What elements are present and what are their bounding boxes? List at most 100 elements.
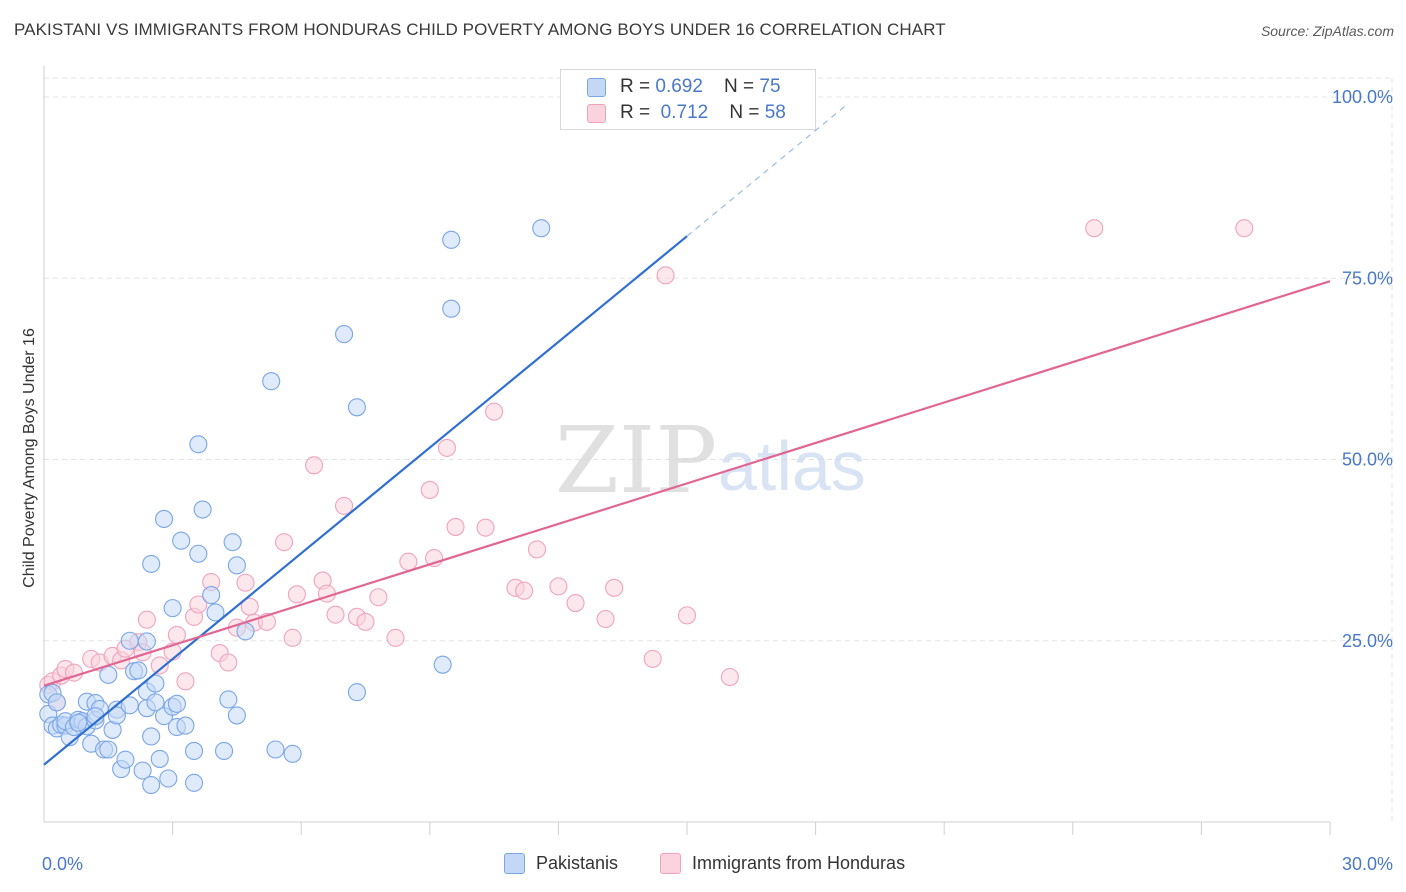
data-point [656, 266, 675, 285]
data-point [142, 775, 161, 795]
data-point [335, 325, 354, 344]
data-point [1085, 219, 1104, 238]
data-point [283, 744, 302, 763]
data-point [275, 533, 294, 552]
data-point [347, 683, 366, 702]
data-point [184, 773, 204, 792]
legend-r-value: 0.712 [660, 102, 709, 123]
data-point [146, 674, 165, 693]
chart-title: PAKISTANI VS IMMIGRANTS FROM HONDURAS CH… [14, 20, 946, 39]
data-point [142, 554, 161, 573]
data-point [47, 693, 66, 712]
data-point [326, 605, 345, 624]
data-point [442, 299, 461, 318]
axes [43, 66, 1331, 835]
data-point [1235, 219, 1254, 238]
legend-label-honduras: Immigrants from Honduras [692, 853, 906, 873]
trend-line-pakistanis-extension [686, 105, 846, 237]
data-point [287, 585, 306, 604]
data-point [107, 706, 126, 725]
series-legend: Pakistanis Immigrants from Honduras [0, 850, 1406, 878]
data-point [184, 741, 204, 761]
data-point [677, 606, 697, 625]
tick-labels: 25.0% 50.0% 75.0% 100.0% 0.0% 30.0% [42, 87, 1393, 874]
data-point [420, 480, 439, 500]
source-credit: Source: ZipAtlas.com [1260, 23, 1394, 39]
y-tick-label: 75.0% [1342, 268, 1393, 288]
legend-n-label: N = [729, 102, 765, 123]
data-point [236, 573, 255, 592]
data-point [120, 696, 139, 715]
data-point [369, 588, 388, 607]
data-point [99, 665, 118, 684]
data-point [335, 496, 354, 515]
data-point [527, 540, 547, 559]
y-axis-label: Child Poverty Among Boys Under 16 [21, 328, 38, 588]
legend-r-label: R = [620, 76, 656, 97]
legend-swatch-honduras [660, 853, 681, 874]
data-point [605, 578, 624, 597]
data-point [515, 581, 534, 600]
data-point [566, 593, 585, 613]
data-point [206, 603, 225, 622]
data-point [146, 693, 165, 712]
legend-n-value: 75 [759, 76, 781, 97]
data-point [150, 749, 169, 768]
legend-swatch-pakistanis [587, 78, 606, 97]
data-point [399, 552, 418, 571]
grid-lines [44, 77, 1393, 822]
data-point [283, 628, 302, 647]
data-point [386, 628, 405, 647]
data-point [133, 761, 152, 780]
watermark-zip: ZIP [555, 407, 717, 514]
data-point [116, 750, 135, 769]
trend-line-honduras [43, 280, 1331, 687]
data-point [266, 740, 285, 759]
legend-swatch-pakistanis [504, 853, 525, 874]
data-point [150, 656, 169, 675]
data-point [476, 518, 495, 537]
data-point [720, 667, 739, 687]
data-point [189, 544, 208, 563]
data-point [176, 672, 195, 691]
legend-r-label: R = [620, 102, 656, 123]
data-point [69, 713, 88, 732]
data-point [262, 372, 281, 391]
data-point [142, 727, 161, 746]
data-point [214, 741, 234, 761]
data-point [549, 577, 568, 596]
data-point [485, 402, 504, 421]
series-pakistanis-points [39, 219, 551, 795]
y-tick-label: 25.0% [1342, 631, 1393, 651]
data-point [193, 500, 212, 519]
data-point [219, 690, 238, 709]
data-point [223, 533, 242, 552]
data-point [189, 595, 208, 614]
x-tick-label: 0.0% [42, 854, 83, 874]
data-point [227, 556, 246, 575]
data-point [137, 632, 156, 651]
data-point [137, 610, 156, 629]
legend-n-value: 58 [764, 102, 786, 123]
trend-line-pakistanis [43, 235, 688, 766]
data-point [643, 649, 662, 668]
y-tick-label: 50.0% [1342, 450, 1393, 470]
data-point [163, 599, 182, 618]
data-point [99, 740, 118, 759]
data-point [120, 631, 139, 650]
legend-r-value: 0.692 [655, 76, 703, 97]
data-point [236, 622, 255, 641]
data-point [176, 716, 195, 735]
trend-lines [43, 105, 1331, 766]
legend-n-label: N = [724, 76, 760, 97]
data-point [129, 661, 148, 680]
data-point [532, 219, 551, 238]
x-tick-label: 30.0% [1342, 854, 1393, 874]
data-point [159, 769, 178, 788]
correlation-legend: R = 0.692 N = 75 R = 0.712 N = 58 [560, 69, 816, 130]
legend-label-pakistanis: Pakistanis [536, 853, 619, 873]
data-point [154, 509, 174, 529]
watermark: ZIP atlas [555, 407, 866, 514]
data-point [167, 694, 186, 713]
